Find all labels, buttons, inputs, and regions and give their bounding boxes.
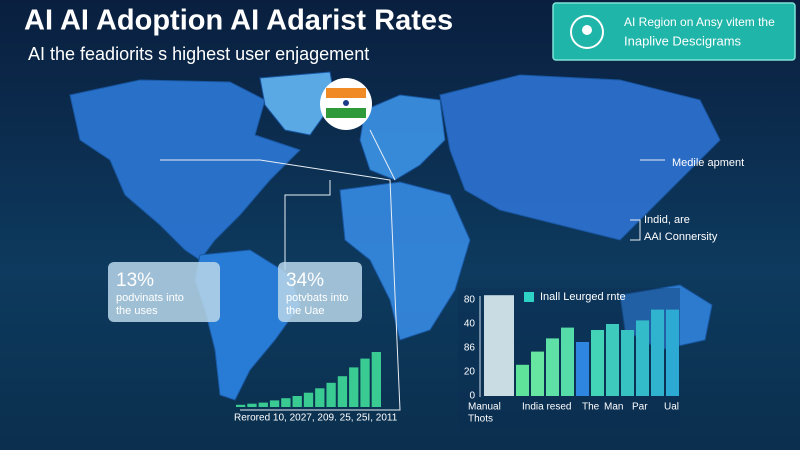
callout: Indid, are — [644, 214, 690, 226]
y-label: 20 — [464, 367, 476, 378]
info-box: AI Region on Ansy vitem the Inaplive Des… — [552, 2, 796, 61]
info-box-bg — [552, 2, 796, 61]
bar — [651, 309, 664, 396]
info-line: Inaplive Descigrams — [624, 33, 742, 48]
bar — [666, 309, 679, 396]
greenland — [259, 71, 336, 136]
x-label: Manual — [468, 402, 501, 413]
connectors — [160, 129, 665, 411]
mini-bar — [371, 352, 381, 407]
bar — [636, 320, 649, 396]
stat-text: potvbats into — [286, 292, 348, 304]
mini-bar — [303, 392, 314, 407]
stat-value: 13% — [116, 270, 154, 291]
x-label: Man — [604, 402, 623, 413]
mini-bar — [337, 376, 348, 407]
bar — [516, 364, 529, 396]
flag-icon — [320, 78, 372, 130]
x-label: Par — [632, 402, 648, 413]
bar-chart-title: Inall Leurged rnte — [540, 291, 626, 303]
mini-bar — [281, 398, 291, 407]
title: AI AI Adoption AI Adarist Rates — [24, 5, 453, 37]
stat-text: the Uae — [286, 305, 325, 317]
mini-bar — [315, 388, 325, 407]
mini-bar — [360, 358, 370, 407]
stat-text: podvinats into — [116, 292, 184, 304]
mini-bar — [349, 367, 359, 407]
mini-bar — [292, 396, 302, 407]
europe — [359, 94, 446, 181]
bar — [484, 295, 514, 396]
stat-box: 13% podvinats into the uses — [108, 262, 220, 322]
info-icon-dot — [582, 25, 592, 35]
y-label: 40 — [464, 319, 476, 330]
x-label: The — [582, 402, 600, 413]
x-label: Thots — [468, 414, 493, 425]
y-label: 0 — [469, 391, 475, 402]
mini-bar — [236, 404, 246, 407]
mini-bar — [326, 382, 336, 407]
y-label: 80 — [464, 295, 476, 306]
bar — [591, 330, 604, 396]
subtitle: AI the feadiorits s highest user enjagem… — [28, 44, 369, 64]
asia — [439, 74, 721, 241]
bar — [561, 327, 574, 396]
bar — [576, 342, 589, 396]
mini-bar — [269, 400, 280, 407]
stat-value: 34% — [286, 270, 324, 291]
legend-swatch — [524, 292, 534, 302]
stat-text: the uses — [116, 305, 158, 317]
mini-bar — [247, 403, 257, 407]
mini-chart-label: Rerored 10, 2027, 209. 25, 25I, 2011 — [234, 413, 398, 424]
x-label: Ual — [664, 402, 679, 413]
callout: Medile apment — [672, 157, 744, 169]
north-america — [69, 79, 301, 261]
bar — [531, 351, 544, 396]
info-icon — [570, 15, 604, 49]
africa — [339, 181, 471, 341]
bar — [621, 330, 634, 396]
callout: AAI Connersity — [644, 231, 718, 243]
bar — [606, 324, 619, 396]
info-line: AI Region on Ansy vitem the — [624, 15, 775, 29]
world-map — [69, 71, 721, 401]
bar — [546, 338, 559, 396]
y-label: 86 — [464, 343, 476, 354]
stat-box: 34% potvbats into the Uae — [278, 262, 362, 322]
mini-bar — [258, 402, 268, 407]
x-label: India resed — [522, 402, 571, 413]
